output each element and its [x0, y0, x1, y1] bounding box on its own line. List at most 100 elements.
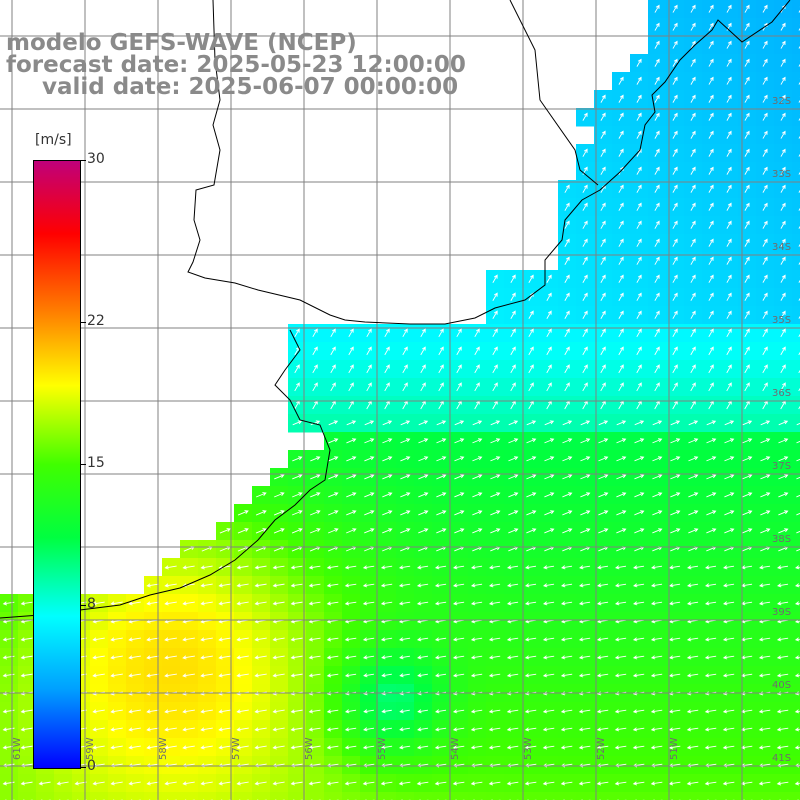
- wind-arrow: [722, 709, 735, 714]
- wind-arrow: [582, 148, 588, 157]
- wind-arrow: [636, 292, 642, 301]
- wind-arrow: [488, 745, 501, 750]
- wind-arrow: [654, 202, 660, 211]
- wind-arrow: [618, 130, 624, 139]
- wind-arrow: [654, 310, 660, 319]
- wind-arrow: [615, 565, 627, 570]
- wind-arrow: [200, 601, 213, 606]
- wind-arrow: [708, 220, 714, 229]
- wind-arrow: [507, 565, 519, 570]
- wind-arrow: [363, 673, 375, 678]
- wind-cell: [360, 792, 379, 800]
- wind-arrow: [434, 781, 447, 786]
- wind-arrow: [546, 364, 552, 374]
- wind-arrow: [454, 492, 465, 498]
- wind-arrow: [56, 781, 69, 786]
- wind-arrow: [110, 673, 123, 678]
- wind-arrow: [402, 382, 408, 392]
- wind-arrow: [292, 420, 303, 426]
- wind-arrow: [526, 492, 537, 498]
- wind-arrow: [778, 492, 789, 498]
- wind-arrow: [2, 727, 15, 732]
- wind-arrow: [418, 420, 429, 426]
- wind-arrow: [616, 510, 627, 516]
- wind-arrow: [546, 382, 552, 392]
- wind-arrow: [654, 166, 660, 175]
- wind-arrow: [722, 727, 735, 732]
- wind-arrow: [690, 346, 696, 356]
- wind-arrow: [364, 420, 375, 426]
- wind-arrow: [744, 328, 750, 338]
- wind-arrow: [780, 202, 786, 211]
- wind-arrow: [582, 310, 588, 319]
- wind-arrow: [778, 456, 789, 462]
- wind-arrow: [416, 565, 429, 570]
- wind-arrow: [726, 256, 732, 265]
- wind-arrow: [507, 583, 519, 588]
- title-valid-date: valid date: 2025-06-07 00:00:00: [42, 74, 459, 100]
- longitude-label: 61W: [12, 737, 23, 760]
- wind-cell: [378, 792, 397, 800]
- wind-arrow: [146, 655, 159, 660]
- wind-arrow: [598, 438, 609, 444]
- wind-arrow: [524, 601, 537, 606]
- wind-arrow: [726, 184, 732, 193]
- wind-arrow: [472, 492, 483, 498]
- wind-arrow: [778, 528, 789, 534]
- wind-arrow: [254, 583, 267, 588]
- wind-arrow: [218, 637, 231, 642]
- wind-arrow: [346, 510, 357, 516]
- wind-arrow: [758, 637, 771, 642]
- wind-arrow: [273, 510, 285, 516]
- wind-arrow: [652, 456, 663, 462]
- latitude-label: 36S: [772, 388, 792, 399]
- wind-arrow: [524, 673, 537, 678]
- wind-arrow: [326, 745, 339, 750]
- wind-arrow: [596, 673, 609, 678]
- wind-arrow: [650, 727, 663, 732]
- wind-arrow: [672, 112, 678, 121]
- wind-arrow: [562, 510, 573, 516]
- wind-arrow: [598, 528, 609, 534]
- wind-cell: [792, 108, 800, 127]
- wind-arrow: [290, 673, 303, 678]
- wind-arrow: [110, 655, 123, 660]
- wind-arrow: [236, 565, 249, 570]
- wind-arrow: [561, 565, 573, 570]
- wind-arrow: [690, 292, 696, 301]
- estuary-coastline: [0, 329, 331, 619]
- wind-arrow: [400, 474, 411, 480]
- wind-arrow: [758, 655, 771, 660]
- wind-cell: [522, 792, 541, 800]
- longitude-label: 56W: [304, 737, 315, 760]
- wind-arrow: [182, 637, 195, 642]
- wind-arrow: [362, 637, 375, 642]
- wind-arrow: [382, 492, 393, 498]
- wind-arrow: [705, 565, 717, 570]
- wind-arrow: [672, 40, 678, 49]
- wind-arrow: [308, 565, 321, 570]
- wind-arrow: [254, 601, 267, 606]
- wind-arrow: [290, 565, 303, 570]
- wind-arrow: [381, 655, 393, 660]
- wind-arrow: [472, 456, 483, 462]
- wind-arrow: [92, 601, 105, 606]
- wind-arrow: [272, 745, 285, 750]
- wind-arrow: [776, 637, 789, 642]
- wind-arrow: [546, 310, 552, 319]
- wind-arrow: [308, 655, 321, 660]
- wind-arrow: [670, 510, 681, 516]
- wind-cell: [54, 792, 73, 800]
- wind-cell: [324, 792, 343, 800]
- wind-cell: [630, 792, 649, 800]
- wind-arrow: [723, 601, 735, 606]
- wind-cell: [342, 792, 361, 800]
- wind-arrow: [488, 709, 501, 714]
- wind-arrow: [470, 727, 483, 732]
- wind-arrow: [326, 565, 339, 570]
- wind-arrow: [294, 328, 300, 338]
- wind-arrow: [328, 420, 339, 426]
- wind-arrow: [706, 438, 717, 444]
- wind-arrow: [672, 94, 678, 103]
- latitude-label: 33S: [772, 169, 792, 180]
